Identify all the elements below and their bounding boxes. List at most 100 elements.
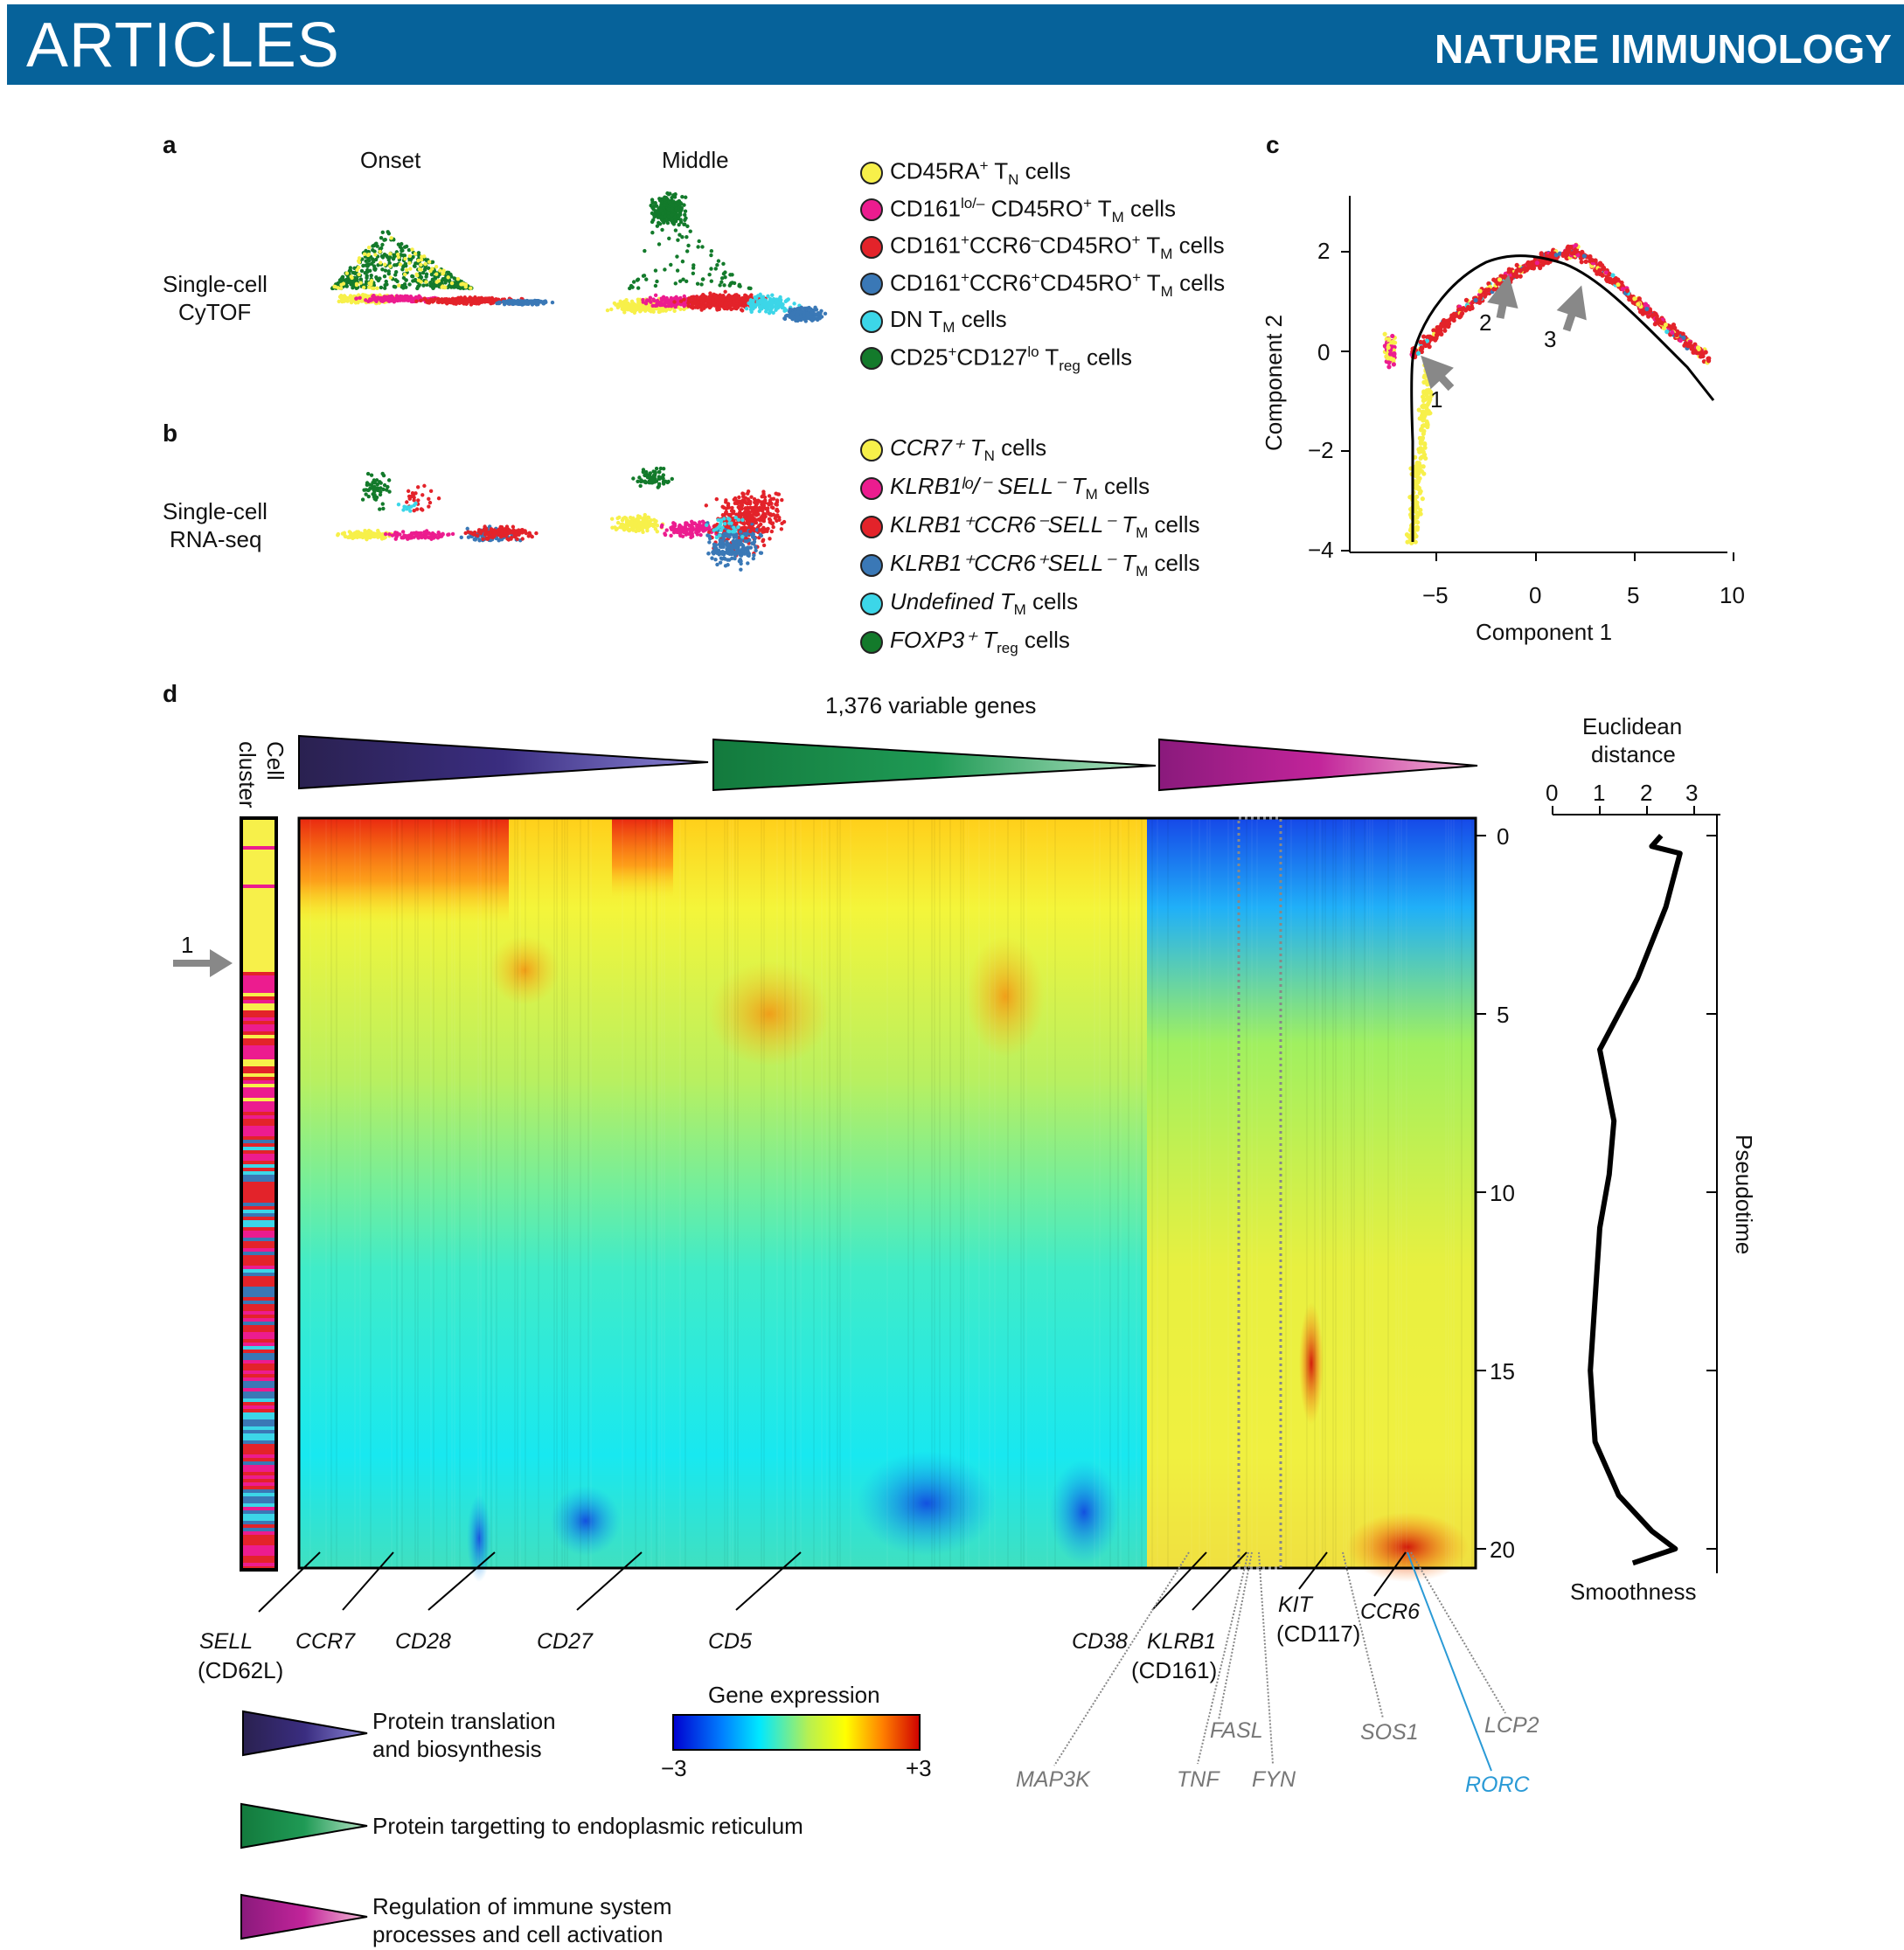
trajectory-arrow-2 xyxy=(1487,274,1518,319)
gene-tnf: TNF xyxy=(1177,1767,1220,1792)
gene-kit: KIT xyxy=(1278,1593,1312,1617)
pseudotime-tick-15: 15 xyxy=(1490,1358,1515,1384)
heatmap-body xyxy=(299,818,1476,1582)
scatter-cytof-middle xyxy=(605,191,828,323)
legend-swatch xyxy=(860,438,883,461)
legend-cytof-item: CD45RA+ TN cells xyxy=(860,157,1071,189)
cluster-arrow-head xyxy=(210,949,233,977)
row-label-rnaseq-2: RNA-seq xyxy=(170,526,262,552)
gene-pointer-grey xyxy=(1218,1551,1253,1721)
euclid-tick-1: 1 xyxy=(1593,780,1606,806)
x-tick-5: 5 xyxy=(1627,582,1640,608)
arrow-label-1: 1 xyxy=(1430,386,1443,413)
cell-cluster-label-2: cluster xyxy=(234,741,261,808)
legend-label: KLRB1⁺CCR6⁻SELL⁻ TM cells xyxy=(890,511,1200,542)
legend-label: KLRB1⁺CCR6⁺SELL⁻ TM cells xyxy=(890,550,1200,580)
colorbar-min: −3 xyxy=(661,1755,687,1781)
cluster-arrow-label: 1 xyxy=(181,932,194,958)
euclid-title-1: Euclidean xyxy=(1582,713,1683,739)
euclid-tick-2: 2 xyxy=(1640,780,1653,806)
axis-label-component-1: Component 1 xyxy=(1476,619,1613,645)
scatter-rnaseq-onset xyxy=(336,471,539,543)
pseudotime-tick-5: 5 xyxy=(1497,1002,1510,1028)
legend-label: FOXP3⁺ Treg cells xyxy=(890,627,1070,657)
legend-swatch xyxy=(860,553,883,577)
gene-klrb1: KLRB1 xyxy=(1147,1629,1217,1654)
legend-swatch xyxy=(860,476,883,500)
gene-pointer-grey xyxy=(1258,1551,1274,1765)
legend-triangle-3 xyxy=(240,1893,368,1940)
highlight-gene-box xyxy=(1237,816,1282,1570)
legend-label: CD161+CCR6+CD45RO+ TM cells xyxy=(890,268,1226,300)
trajectory-arrow-1 xyxy=(1421,355,1455,392)
gene-sos1: SOS1 xyxy=(1360,1720,1419,1745)
legend-label: KLRB1ˡᵒ/⁻ SELL⁻ TM cells xyxy=(890,473,1150,503)
arrow-label-3: 3 xyxy=(1544,326,1557,352)
axis-label-component-2: Component 2 xyxy=(1261,314,1287,451)
arrow-label-2: 2 xyxy=(1479,309,1492,336)
legend-label: CD161lo/– CD45RO+ TM cells xyxy=(890,194,1177,226)
legend-triangle-2 xyxy=(240,1802,368,1849)
y-tick-minus2: −2 xyxy=(1308,437,1334,463)
gene-pointer xyxy=(1192,1551,1247,1611)
legend-label: Undefined TM cells xyxy=(890,588,1079,619)
gene-cd38: CD38 xyxy=(1072,1629,1128,1654)
gene-ccr7: CCR7 xyxy=(295,1629,356,1654)
gene-pointer xyxy=(1151,1551,1207,1611)
colorbar-max: +3 xyxy=(906,1755,932,1781)
legend-swatch xyxy=(860,198,883,222)
gene-pointer xyxy=(258,1551,321,1613)
colorbar-title: Gene expression xyxy=(708,1682,880,1708)
legend-rnaseq-item: CCR7⁺ TN cells xyxy=(860,434,1046,465)
legend-swatch xyxy=(860,235,883,259)
gene-lcp2: LCP2 xyxy=(1484,1713,1539,1738)
gene-pointer-grey xyxy=(1342,1551,1384,1719)
legend-cytof-item: CD161lo/– CD45RO+ TM cells xyxy=(860,195,1176,226)
gene-pointer xyxy=(1373,1551,1407,1597)
legend-rnaseq-item: FOXP3⁺ Treg cells xyxy=(860,627,1070,657)
euclid-tick-0: 0 xyxy=(1546,780,1559,806)
gene-pointer xyxy=(735,1551,802,1611)
pseudotime-label: Pseudotime xyxy=(1731,1135,1757,1255)
panel-label-c: c xyxy=(1266,131,1280,158)
legend-rnaseq-item: KLRB1⁺CCR6⁺SELL⁻ TM cells xyxy=(860,550,1199,580)
gene-klrb1-alias: (CD161) xyxy=(1131,1657,1218,1683)
heatmap-title: 1,376 variable genes xyxy=(825,692,1037,718)
gene-cd5: CD5 xyxy=(708,1629,753,1654)
trajectory-arrow-3 xyxy=(1556,285,1587,332)
panel-label-b: b xyxy=(163,420,178,447)
legend-cytof-item: CD161+CCR6–CD45RO+ TM cells xyxy=(860,232,1225,263)
legend-swatch xyxy=(860,630,883,654)
euclid-title-2: distance xyxy=(1591,741,1676,767)
legend-rnaseq-item: KLRB1ˡᵒ/⁻ SELL⁻ TM cells xyxy=(860,473,1150,503)
column-label-onset: Onset xyxy=(360,147,421,173)
gene-group-triangle-2 xyxy=(712,738,1157,792)
tri-legend-3-line2: processes and cell activation xyxy=(372,1921,664,1947)
row-label-rnaseq-1: Single-cell xyxy=(163,498,268,524)
panel-label-d: d xyxy=(163,680,178,707)
column-label-middle: Middle xyxy=(662,147,729,173)
cell-cluster-frame xyxy=(240,816,278,1572)
scatter-cytof-onset xyxy=(330,230,555,307)
header-banner: ARTICLES NATURE IMMUNOLOGY xyxy=(7,4,1904,85)
gene-pointer xyxy=(427,1551,496,1611)
y-tick-minus4: −4 xyxy=(1308,537,1334,563)
euclid-tick-3: 3 xyxy=(1685,780,1699,806)
cell-cluster-bar xyxy=(241,818,276,1570)
gene-cd28: CD28 xyxy=(395,1629,451,1654)
legend-label: DN TM cells xyxy=(890,306,1007,337)
cell-cluster-label-1: Cell xyxy=(262,741,288,781)
legend-rnaseq-item: KLRB1⁺CCR6⁻SELL⁻ TM cells xyxy=(860,511,1199,542)
gene-pointer xyxy=(342,1551,394,1611)
y-tick-0: 0 xyxy=(1317,339,1331,365)
legend-triangle-1 xyxy=(242,1710,368,1757)
legend-label: CCR7⁺ TN cells xyxy=(890,434,1047,465)
legend-label: CD45RA+ TN cells xyxy=(890,157,1071,188)
gene-group-triangle-1 xyxy=(298,734,709,790)
tri-legend-1-line1: Protein translation xyxy=(372,1708,556,1734)
gene-pointer xyxy=(1298,1551,1328,1590)
legend-label: CD161+CCR6–CD45RO+ TM cells xyxy=(890,232,1225,262)
gene-fyn: FYN xyxy=(1252,1767,1296,1792)
legend-swatch xyxy=(860,592,883,615)
